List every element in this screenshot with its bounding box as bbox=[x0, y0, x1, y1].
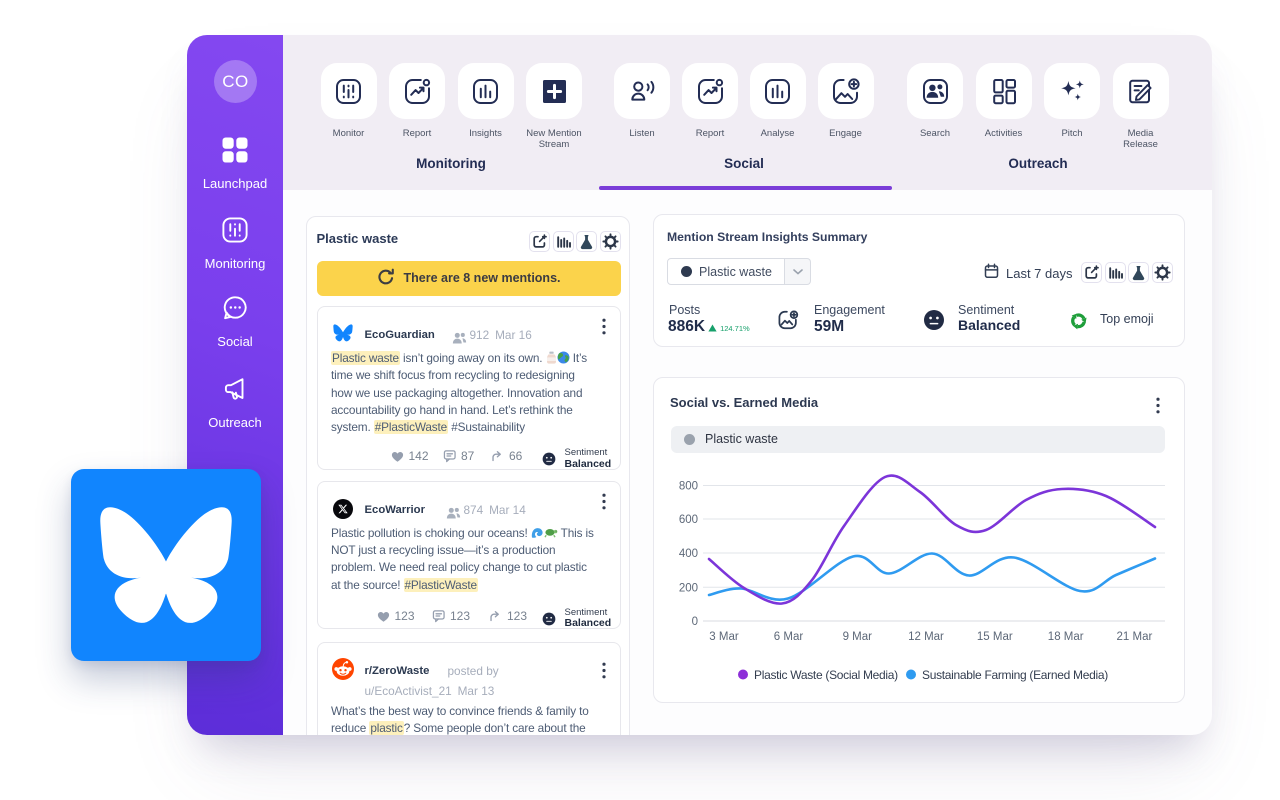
svg-text:18 Mar: 18 Mar bbox=[1048, 631, 1084, 643]
svg-text:0: 0 bbox=[692, 616, 698, 628]
svg-text:9 Mar: 9 Mar bbox=[843, 631, 873, 643]
svg-text:200: 200 bbox=[679, 582, 698, 594]
svg-text:3 Mar: 3 Mar bbox=[709, 631, 739, 643]
svg-text:21 Mar: 21 Mar bbox=[1117, 631, 1153, 643]
svg-text:12 Mar: 12 Mar bbox=[908, 631, 944, 643]
svg-text:6 Mar: 6 Mar bbox=[774, 631, 804, 643]
svg-text:Sustainable Farming (Earned Me: Sustainable Farming (Earned Media) bbox=[922, 668, 1108, 682]
svg-text:600: 600 bbox=[679, 514, 698, 526]
svg-text:15 Mar: 15 Mar bbox=[977, 631, 1013, 643]
svg-text:400: 400 bbox=[679, 548, 698, 560]
svg-text:800: 800 bbox=[679, 481, 698, 493]
svg-text:Plastic Waste (Social Media): Plastic Waste (Social Media) bbox=[754, 668, 898, 682]
